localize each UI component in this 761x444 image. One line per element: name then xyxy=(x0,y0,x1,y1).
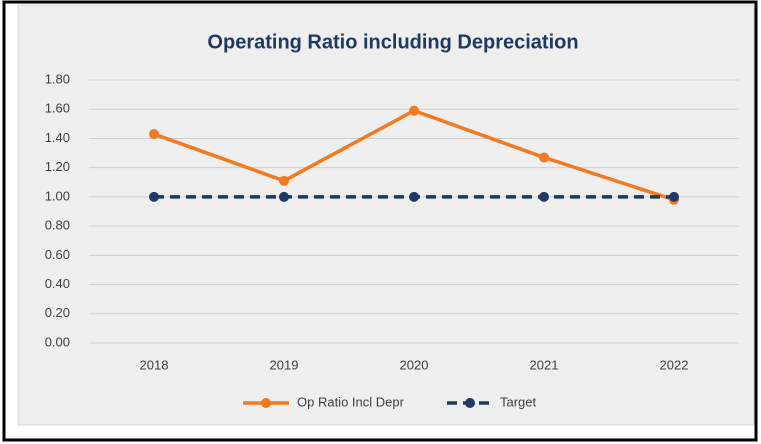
y-tick-label: 0.00 xyxy=(45,334,70,349)
chart-title: Operating Ratio including Depreciation xyxy=(207,31,578,53)
x-tick-label: 2022 xyxy=(660,357,689,372)
y-tick-label: 0.20 xyxy=(45,305,70,320)
y-tick-label: 0.40 xyxy=(45,276,70,291)
legend-marker xyxy=(465,398,475,408)
point-marker xyxy=(669,191,679,202)
point-marker xyxy=(539,152,549,163)
y-tick-label: 1.20 xyxy=(45,159,70,174)
point-marker xyxy=(539,191,549,202)
chart-panel xyxy=(17,4,755,426)
point-marker xyxy=(409,105,419,116)
y-tick-label: 1.00 xyxy=(45,188,70,203)
point-marker xyxy=(409,191,419,202)
y-tick-label: 1.40 xyxy=(45,130,70,145)
point-marker xyxy=(149,129,159,140)
y-tick-label: 1.60 xyxy=(45,101,70,116)
point-marker xyxy=(279,191,289,202)
y-tick-label: 1.80 xyxy=(45,71,70,86)
y-tick-label: 0.60 xyxy=(45,247,70,262)
x-tick-label: 2021 xyxy=(530,357,559,372)
legend-label: Target xyxy=(500,394,537,409)
x-tick-label: 2019 xyxy=(270,357,299,372)
legend-marker xyxy=(261,398,271,408)
point-marker xyxy=(279,175,289,186)
point-marker xyxy=(149,191,159,202)
x-tick-label: 2018 xyxy=(140,357,169,372)
x-tick-label: 2020 xyxy=(400,357,429,372)
y-tick-label: 0.80 xyxy=(45,218,70,233)
legend-label: Op Ratio Incl Depr xyxy=(297,394,405,409)
